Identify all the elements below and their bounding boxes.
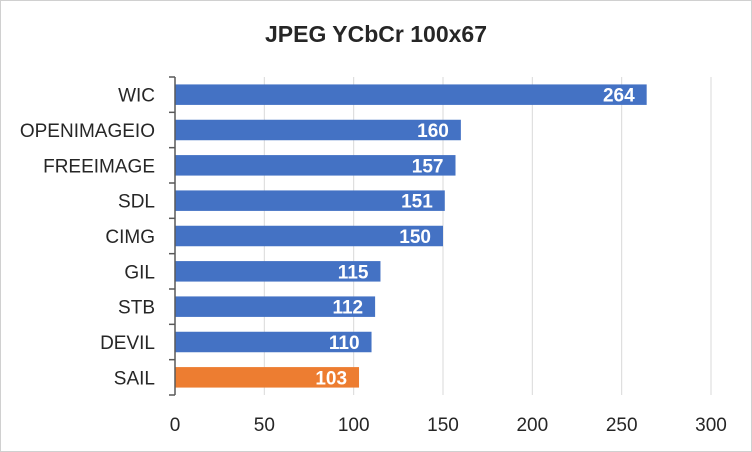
- category-label: WIC: [118, 86, 155, 107]
- data-label: 157: [412, 156, 444, 177]
- x-tick-label: 100: [338, 415, 370, 436]
- bar-freeimage: [175, 155, 456, 176]
- bar-devil: [175, 331, 372, 353]
- data-label: 264: [603, 86, 635, 107]
- bar-wic: [175, 84, 647, 105]
- bar-openimageio: [175, 119, 461, 141]
- category-label: FREEIMAGE: [43, 156, 155, 177]
- y-axis: [169, 76, 176, 396]
- bar-cimg: [175, 225, 443, 247]
- data-labels: 264 160 157 151 150 115 112 110 103: [315, 86, 635, 390]
- category-label: CIMG: [105, 227, 155, 248]
- data-label: 103: [315, 368, 347, 389]
- x-tick-label: 0: [170, 415, 181, 436]
- category-label: GIL: [124, 262, 155, 283]
- data-label: 115: [338, 262, 369, 283]
- category-label: OPENIMAGEIO: [20, 121, 155, 142]
- data-label: 160: [417, 121, 449, 142]
- data-label: 110: [329, 333, 360, 354]
- category-labels: WIC OPENIMAGEIO FREEIMAGE SDL CIMG GIL STB DEVI…: [20, 86, 155, 390]
- bar-stb: [175, 296, 376, 317]
- bars: [175, 84, 647, 388]
- data-label: 150: [399, 227, 431, 248]
- data-label: 112: [332, 298, 363, 319]
- bar-sail: [175, 367, 360, 388]
- category-label: STB: [118, 298, 155, 319]
- x-tick-label: 300: [695, 415, 727, 436]
- x-tick-label: 200: [516, 415, 548, 436]
- category-label: DEVIL: [100, 333, 155, 354]
- x-tick-label: 50: [254, 415, 275, 436]
- x-tick-label: 250: [606, 415, 638, 436]
- x-tick-label: 150: [427, 415, 459, 436]
- category-label: SDL: [118, 192, 155, 213]
- bar-sdl: [175, 190, 445, 211]
- x-tick-labels: 0 50 100 150 200 250 300: [170, 415, 727, 436]
- chart-title: JPEG YCbCr 100x67: [264, 21, 488, 47]
- bar-gil: [175, 261, 381, 282]
- category-label: SAIL: [114, 368, 155, 389]
- data-label: 151: [401, 192, 433, 213]
